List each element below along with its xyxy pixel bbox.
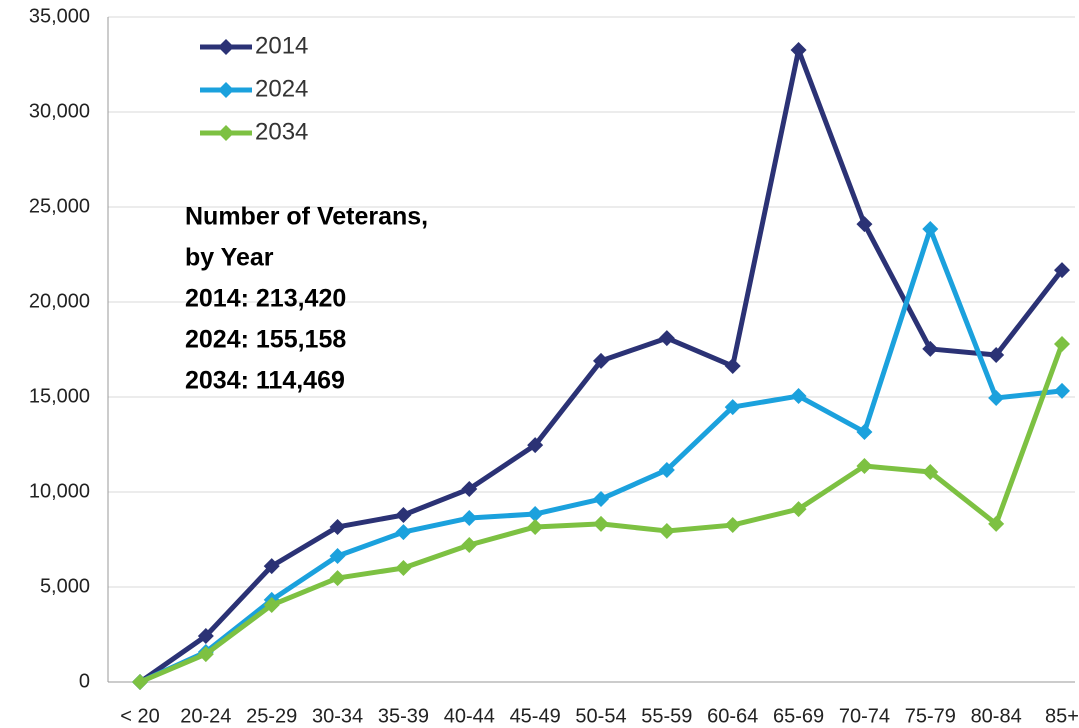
x-tick-label: 45-49 xyxy=(510,705,561,727)
x-tick-label: < 20 xyxy=(120,705,159,727)
point-marker xyxy=(856,423,873,440)
y-tick-label: 15,000 xyxy=(29,385,90,407)
point-marker xyxy=(988,389,1005,406)
point-marker xyxy=(856,457,873,474)
y-tick-label: 30,000 xyxy=(29,100,90,122)
legend-label: 2024 xyxy=(255,75,308,102)
x-tick-label: 55-59 xyxy=(641,705,692,727)
point-marker xyxy=(263,597,280,614)
point-marker xyxy=(527,518,544,535)
x-tick-label: 20-24 xyxy=(180,705,231,727)
legend-marker xyxy=(218,82,234,98)
annotation: by Year xyxy=(185,244,274,272)
point-marker xyxy=(197,628,214,645)
point-marker xyxy=(988,515,1005,532)
y-tick-label: 5,000 xyxy=(40,575,90,597)
point-marker xyxy=(988,347,1005,364)
point-marker xyxy=(658,522,675,539)
point-marker xyxy=(1054,382,1070,399)
point-marker xyxy=(329,548,346,565)
point-marker xyxy=(395,524,412,541)
series-line xyxy=(139,343,1065,685)
point-marker xyxy=(1054,335,1070,352)
point-marker xyxy=(329,518,346,535)
point-marker xyxy=(1054,262,1070,279)
point-marker xyxy=(658,461,675,478)
x-tick-label: 35-39 xyxy=(378,705,429,727)
point-marker xyxy=(724,399,741,416)
x-tick-label: 75-79 xyxy=(905,705,956,727)
point-marker xyxy=(263,558,280,575)
point-marker xyxy=(790,388,807,405)
point-marker xyxy=(922,340,939,357)
annotation: 2034: 114,469 xyxy=(185,367,345,395)
point-marker xyxy=(132,674,148,690)
point-marker xyxy=(329,570,346,587)
x-tick-label: 30-34 xyxy=(312,705,363,727)
point-marker xyxy=(197,646,214,663)
x-tick-label: 85+ xyxy=(1045,705,1079,727)
point-marker xyxy=(461,510,478,527)
point-marker xyxy=(461,537,478,554)
point-marker xyxy=(395,506,412,523)
legend-marker xyxy=(218,39,234,55)
point-marker xyxy=(922,464,939,481)
x-tick-label: 50-54 xyxy=(575,705,626,727)
annotation: Number of Veterans, xyxy=(185,203,428,231)
point-marker xyxy=(724,358,741,375)
y-tick-label: 25,000 xyxy=(29,195,90,217)
point-marker xyxy=(790,501,807,518)
point-marker xyxy=(593,352,609,369)
x-tick-label: 40-44 xyxy=(444,705,495,727)
legend-marker xyxy=(218,125,234,141)
legend-label: 2034 xyxy=(255,118,308,145)
y-tick-label: 10,000 xyxy=(29,480,90,502)
point-marker xyxy=(922,221,939,238)
point-marker xyxy=(856,216,873,233)
annotation: 2014: 213,420 xyxy=(185,285,346,313)
x-tick-label: 60-64 xyxy=(707,705,758,727)
point-marker xyxy=(461,480,478,497)
point-marker xyxy=(658,330,675,347)
point-marker xyxy=(527,437,544,454)
x-tick-label: 80-84 xyxy=(971,705,1022,727)
y-tick-label: 35,000 xyxy=(29,5,90,27)
point-marker xyxy=(593,515,609,532)
point-marker xyxy=(724,517,741,534)
x-tick-label: 70-74 xyxy=(839,705,890,727)
x-tick-label: 25-29 xyxy=(246,705,297,727)
point-marker xyxy=(593,491,609,508)
point-marker xyxy=(790,42,807,59)
legend-label: 2014 xyxy=(255,32,308,59)
y-tick-label: 20,000 xyxy=(29,290,90,312)
point-marker xyxy=(395,560,412,576)
y-tick-label: 0 xyxy=(79,670,90,692)
x-tick-label: 65-69 xyxy=(773,705,824,727)
point-marker xyxy=(527,506,544,523)
annotation: 2024: 155,158 xyxy=(185,326,346,354)
